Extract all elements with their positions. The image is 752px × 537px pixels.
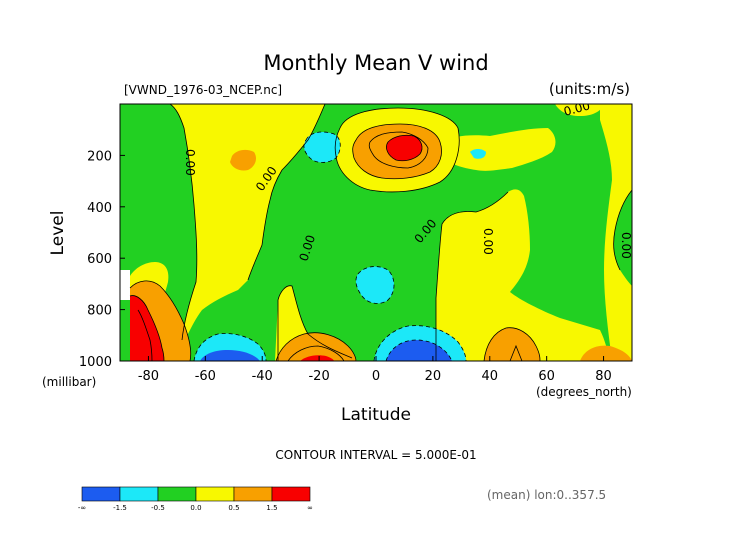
contour-zero-nh xyxy=(435,191,509,361)
x-tick-label: 0 xyxy=(372,369,380,384)
cyan-region-upper-sh xyxy=(303,132,341,163)
contour-zero-nh-high xyxy=(613,189,632,271)
yellow-region-nh-midlat xyxy=(436,189,610,361)
yellow-region-nh-upper xyxy=(439,128,556,171)
orange-region-surface-nh-high xyxy=(580,345,632,361)
contour-zero-sh-2 xyxy=(247,104,326,281)
yellow-region-high-lat-nh xyxy=(600,104,632,361)
colorbar-swatch xyxy=(81,486,121,502)
colorbar-tick-label: -∞ xyxy=(78,504,86,512)
file-label: [VWND_1976-03_NCEP.nc] xyxy=(124,83,282,97)
contour-label: 0.00 xyxy=(619,232,633,259)
colorbar-swatch xyxy=(157,486,197,502)
x-tick-label: -60 xyxy=(195,369,216,384)
x-tick-label: 60 xyxy=(538,369,555,384)
y-tick-label: 200 xyxy=(87,149,112,164)
y-axis-units: (millibar) xyxy=(42,375,96,389)
contour-neg-mid xyxy=(355,266,395,304)
missing-data-region xyxy=(120,270,130,300)
contour-lines xyxy=(129,104,632,361)
plot-area: 0.00 0.00 0.00 0.00 0.00 0.00 0.00 xyxy=(120,104,633,361)
blue-region-surface-sh xyxy=(200,350,260,361)
contour-south-polar-2 xyxy=(129,295,165,361)
red-region-jet-core xyxy=(386,135,422,161)
y-tick-label: 1000 xyxy=(79,355,112,370)
colorbar-tick-label: -0.5 xyxy=(151,504,165,512)
x-tick-label: 80 xyxy=(595,369,612,384)
contour-neg-surface-nh-2 xyxy=(385,339,453,361)
y-axis-label: Level xyxy=(48,211,68,256)
y-tick-label: 800 xyxy=(87,304,112,319)
contour-jet-core xyxy=(386,134,423,162)
x-axis-units: (degrees_north) xyxy=(536,385,632,399)
colorbar: -∞ -1.5 -0.5 0.0 0.5 1.5 ∞ xyxy=(78,486,313,512)
contour-surface-tropics-2 xyxy=(287,345,345,361)
orange-region-surface-nh-midlat xyxy=(484,327,540,361)
colorbar-tick-label: ∞ xyxy=(307,504,313,512)
yellow-region-top-right xyxy=(555,104,605,116)
contour-jet-outer xyxy=(334,107,460,193)
contour-surface-tropics-1 xyxy=(275,332,357,361)
red-region-south-polar xyxy=(130,295,164,361)
units-label: (units:m/s) xyxy=(549,80,630,98)
y-tick-label: 600 xyxy=(87,252,112,267)
contour-lines-negative xyxy=(193,131,467,361)
contour-neg-upper xyxy=(303,131,341,163)
colorbar-swatch xyxy=(271,486,311,502)
contour-neg-surface-sh xyxy=(193,333,267,361)
x-axis-label: Latitude xyxy=(341,405,411,425)
x-tick-label: -20 xyxy=(308,369,329,384)
orange-region-surface-tropics xyxy=(276,332,356,361)
mean-label: (mean) lon:0..357.5 xyxy=(487,488,606,502)
contour-surface-nh-midlat-2 xyxy=(509,344,523,361)
contour-jet-inner xyxy=(368,131,429,169)
red-region-surface-tropics xyxy=(300,355,334,361)
y-axis: 200 400 600 800 1000 xyxy=(79,149,125,370)
colorbar-tick-label: 1.5 xyxy=(266,504,277,512)
colorbar-swatch xyxy=(195,486,235,502)
colorbar-tick-label: -1.5 xyxy=(113,504,127,512)
contour-label: 0.00 xyxy=(183,149,197,176)
contour-neg-surface-nh-1 xyxy=(373,325,467,361)
yellow-region-sh-subtropics xyxy=(170,104,325,340)
colorbar-swatch xyxy=(119,486,159,502)
cyan-region-upper-nh xyxy=(470,149,486,159)
x-tick-label: 40 xyxy=(482,369,499,384)
colorbar-tick-label: 0.5 xyxy=(228,504,239,512)
cyan-region-mid xyxy=(355,266,394,304)
x-tick-label: -80 xyxy=(138,369,159,384)
contour-surface-nh-midlat xyxy=(483,327,541,361)
contour-interval-text: CONTOUR INTERVAL = 5.000E-01 xyxy=(275,448,476,462)
blue-region-surface-nh xyxy=(386,340,452,361)
contour-zero-sh xyxy=(169,104,198,341)
chart-title: Monthly Mean V wind xyxy=(263,51,488,75)
x-axis: -80 -60 -40 -20 0 20 40 60 80 xyxy=(138,356,612,384)
contour-jet-mid xyxy=(352,123,442,180)
contour-zero-tropics xyxy=(277,285,353,361)
colorbar-swatch xyxy=(233,486,273,502)
colorbar-tick-label: 0.0 xyxy=(190,504,201,512)
orange-region-upper-sh xyxy=(230,149,256,171)
y-tick-label: 400 xyxy=(87,201,112,216)
contour-label: 0.00 xyxy=(481,228,495,255)
contour-south-polar-3 xyxy=(137,309,153,361)
x-tick-label: 20 xyxy=(425,369,442,384)
contour-south-polar-1 xyxy=(129,280,192,361)
x-tick-label: -40 xyxy=(252,369,273,384)
